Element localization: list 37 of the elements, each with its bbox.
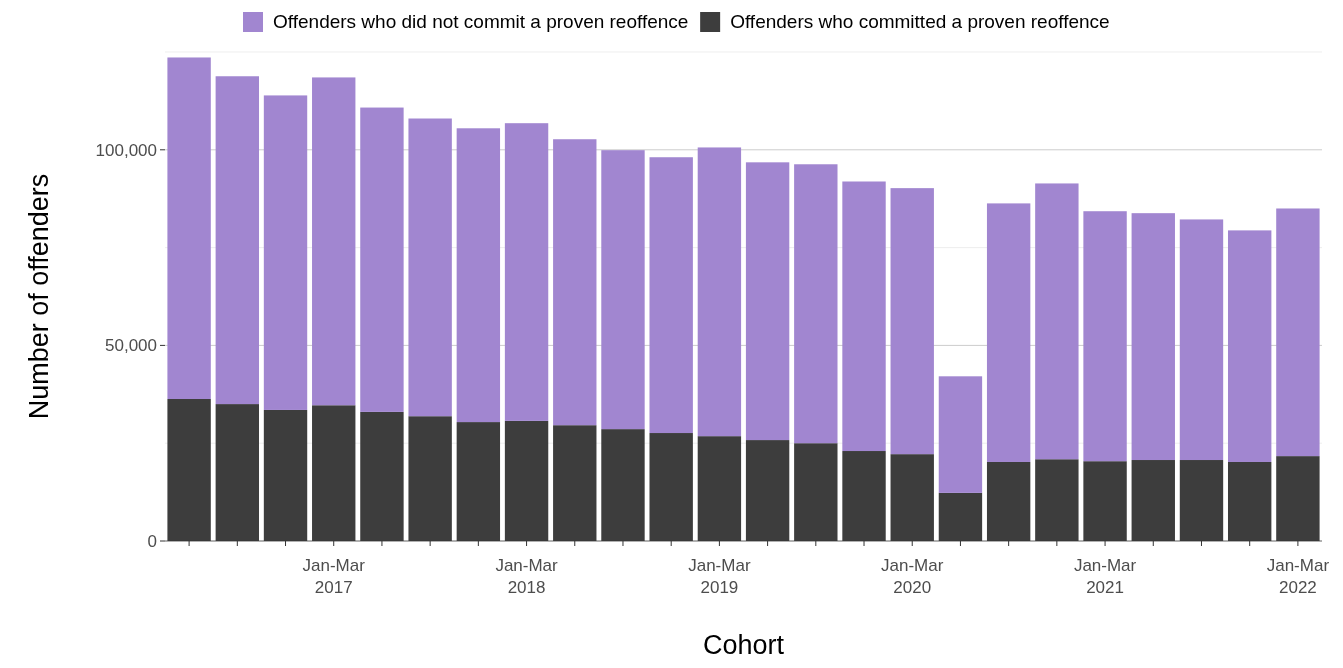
bar	[745, 162, 790, 441]
bar	[842, 181, 886, 452]
bar	[1035, 183, 1079, 460]
bar	[1131, 213, 1175, 461]
bar	[601, 150, 645, 430]
y-axis-title: Number of offenders	[24, 173, 54, 420]
bar	[215, 76, 260, 405]
bar	[312, 77, 356, 406]
x-tick-label: Jan-Mar 2019	[688, 556, 751, 598]
legend-label: Offenders who committed a proven reoffence	[730, 11, 1110, 32]
bar	[1227, 230, 1272, 462]
bar	[167, 57, 211, 399]
x-tick-label: Jan-Mar 2018	[495, 556, 559, 598]
bar	[986, 203, 1031, 462]
x-tick-label: Jan-Mar 2017	[302, 556, 366, 598]
bar	[360, 107, 404, 412]
bar	[649, 157, 693, 434]
bar	[890, 188, 934, 455]
y-tick-label: 0	[147, 531, 157, 551]
bar	[408, 118, 452, 417]
y-tick-label: 100,000	[95, 140, 157, 160]
bar	[456, 128, 501, 423]
legend-label: Offenders who did not commit a proven reoffence	[273, 11, 689, 32]
x-tick-label: Jan-Mar 2021	[1073, 556, 1137, 598]
bar	[697, 147, 742, 437]
bar	[263, 95, 308, 410]
bar	[938, 376, 983, 493]
bar	[1083, 211, 1127, 462]
bar	[1179, 219, 1224, 461]
bar	[1276, 208, 1320, 457]
bar	[794, 164, 838, 444]
bar	[553, 139, 597, 426]
x-axis-title: Cohort	[702, 630, 785, 660]
y-tick-label: 50,000	[105, 336, 157, 356]
x-tick-label: Jan-Mar 2022	[1266, 556, 1330, 598]
x-tick-label: Jan-Mar 2020	[881, 556, 944, 598]
bar	[504, 123, 549, 421]
